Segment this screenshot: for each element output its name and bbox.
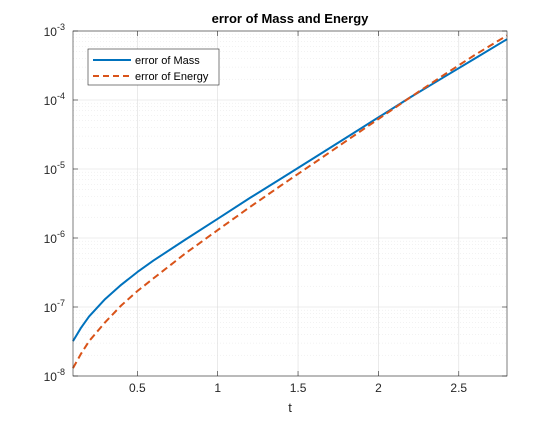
x-axis-label: t (288, 400, 292, 415)
legend[interactable]: error of Mass error of Energy (87, 48, 220, 86)
y-tick-label: 10-7 (44, 298, 65, 315)
series-layer (72, 34, 508, 369)
y-tick-label: 10-5 (44, 160, 65, 177)
legend-label-mass: error of Mass (135, 55, 200, 67)
y-tick-label: 10-4 (44, 91, 65, 108)
x-tick-label: 0.5 (129, 381, 146, 395)
y-tick-label: 10-6 (44, 229, 65, 246)
legend-label-energy: error of Energy (135, 71, 209, 83)
y-tick-label: 10-3 (44, 22, 65, 39)
x-tick-label: 1.5 (290, 381, 307, 395)
x-tick-label: 1 (214, 381, 221, 395)
legend-box (87, 48, 220, 86)
x-tick-label: 2 (375, 381, 382, 395)
y-tick-label: 10-8 (44, 367, 65, 384)
plot-background (73, 31, 507, 376)
series-line-energy (72, 34, 508, 369)
tick-layer: 10-8 10-7 10-6 10-5 10-4 10-3 0.5 1 1.5 2 2.5 (44, 22, 507, 395)
x-tick-label: 2.5 (450, 381, 467, 395)
chart-title: error of Mass and Energy (212, 11, 370, 26)
plot-frame (72, 30, 508, 377)
